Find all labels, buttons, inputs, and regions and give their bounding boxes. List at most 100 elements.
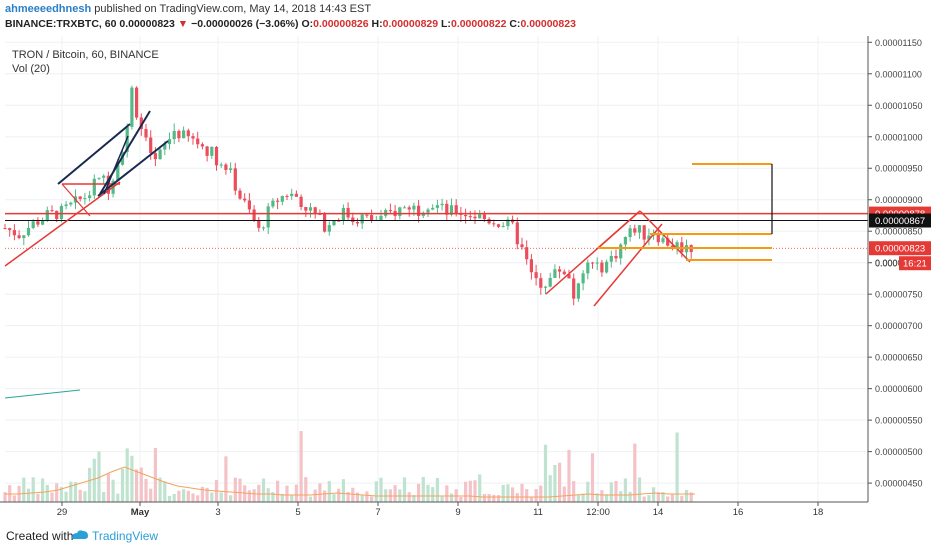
volume-bar xyxy=(261,478,266,502)
x-tick-label: 12:00 xyxy=(586,507,610,518)
candle-body xyxy=(191,136,195,139)
volume-bar xyxy=(323,490,327,502)
candle-body xyxy=(595,262,599,264)
tradingview-cloud-icon xyxy=(72,530,88,539)
volume-bar xyxy=(431,487,435,502)
candle-body xyxy=(304,207,308,211)
candle-body xyxy=(525,247,529,260)
volume-bar xyxy=(88,467,92,502)
candle-body xyxy=(548,277,552,287)
candle-body xyxy=(205,146,209,156)
candle-body xyxy=(186,130,190,137)
candle-body xyxy=(238,190,242,199)
volume-bar xyxy=(64,491,68,502)
volume-bar xyxy=(642,496,646,502)
candle-body xyxy=(313,207,317,214)
volume-bar xyxy=(567,449,571,502)
candle-body xyxy=(515,222,519,245)
volume-bar xyxy=(487,494,491,502)
volume-bar xyxy=(97,451,101,502)
volume-bar xyxy=(661,492,665,502)
volume-bar xyxy=(652,487,656,502)
candle-body xyxy=(92,178,96,196)
volume-bar xyxy=(473,480,477,502)
author-link[interactable]: ahmeeeedhnesh xyxy=(5,3,92,15)
volume-bar xyxy=(153,447,157,502)
price-chart[interactable]: 0.00001150 0.00001100 0.00001050 0.00001000… xyxy=(0,36,932,520)
volume-bar xyxy=(492,494,496,502)
candle-body xyxy=(478,214,482,219)
candle-body xyxy=(50,210,54,212)
candle-body xyxy=(233,168,237,191)
candle-body xyxy=(520,244,524,248)
candle-body xyxy=(177,130,181,139)
volume-bar xyxy=(257,484,261,502)
candle-body xyxy=(529,259,533,273)
volume-bar xyxy=(656,492,660,502)
volume-bar xyxy=(36,493,40,502)
candle-body xyxy=(323,213,327,232)
drawings[interactable] xyxy=(4,110,868,399)
footer: Created with TradingView xyxy=(0,520,932,550)
volume-bar xyxy=(539,485,543,502)
volume-bar xyxy=(247,490,251,502)
volume-bar xyxy=(365,491,369,502)
volume-bar xyxy=(417,483,421,502)
candle-body xyxy=(482,214,486,220)
candle-body xyxy=(412,205,416,210)
candle-body xyxy=(496,224,501,227)
candle-body xyxy=(464,214,468,217)
candle-body xyxy=(337,220,341,222)
price-label-box xyxy=(869,213,931,228)
candle-body xyxy=(346,207,350,218)
candle-body xyxy=(506,219,510,227)
volume-bar xyxy=(637,477,642,502)
candle-body xyxy=(55,210,59,220)
volume-bar xyxy=(12,495,16,502)
candle-body xyxy=(299,196,303,208)
volume-bar xyxy=(69,481,73,502)
volume-bar xyxy=(445,485,449,502)
candle-body xyxy=(200,144,204,147)
candle-body xyxy=(468,216,472,218)
candle-body xyxy=(379,215,383,221)
tradingview-link[interactable]: TradingView xyxy=(92,529,159,543)
candle-body xyxy=(280,196,284,202)
volume-bar xyxy=(619,491,623,502)
candle-body xyxy=(102,175,106,178)
y-tick-label: 0.00000750 xyxy=(875,290,923,300)
candle-body xyxy=(572,278,576,299)
volume-bar xyxy=(238,478,242,502)
candle-body xyxy=(59,206,63,220)
candle-body xyxy=(153,153,157,160)
candle-body xyxy=(440,203,444,206)
y-tick-label: 0.00000800 xyxy=(875,258,923,268)
volume-bar xyxy=(562,486,566,502)
volume-bar xyxy=(675,432,679,502)
volume-bar xyxy=(407,492,411,502)
candle-body xyxy=(637,225,642,233)
candle-body xyxy=(558,269,562,272)
time-axis: 29 May 3 5 7 9 11 12:00 14 16 18 xyxy=(0,501,868,518)
low-value: 0.00000822 xyxy=(450,18,507,30)
volume-bar xyxy=(496,495,501,502)
high-label: H: xyxy=(371,18,383,30)
volume-bar xyxy=(534,489,538,502)
ohlc-line: BINANCE:TRXBTC, 60 0.00000823 ▼ −0.00000… xyxy=(5,18,576,30)
volume-ma-line xyxy=(5,466,695,498)
volume-bar xyxy=(515,493,519,502)
volume-bar xyxy=(22,477,26,502)
x-tick-label: 3 xyxy=(215,507,220,518)
candle-body xyxy=(229,168,233,170)
volume-bar xyxy=(595,493,599,502)
x-tick-label: 7 xyxy=(375,507,380,518)
candle-body xyxy=(36,221,40,225)
y-tick-label: 0.00001150 xyxy=(875,38,922,48)
volume-bar xyxy=(313,489,317,502)
volume-bar xyxy=(558,462,562,502)
candle-body xyxy=(567,274,571,279)
high-value: 0.00000829 xyxy=(382,18,439,30)
volume-bar xyxy=(308,496,313,502)
volume-bar xyxy=(252,489,256,502)
volume-bar xyxy=(276,480,280,502)
